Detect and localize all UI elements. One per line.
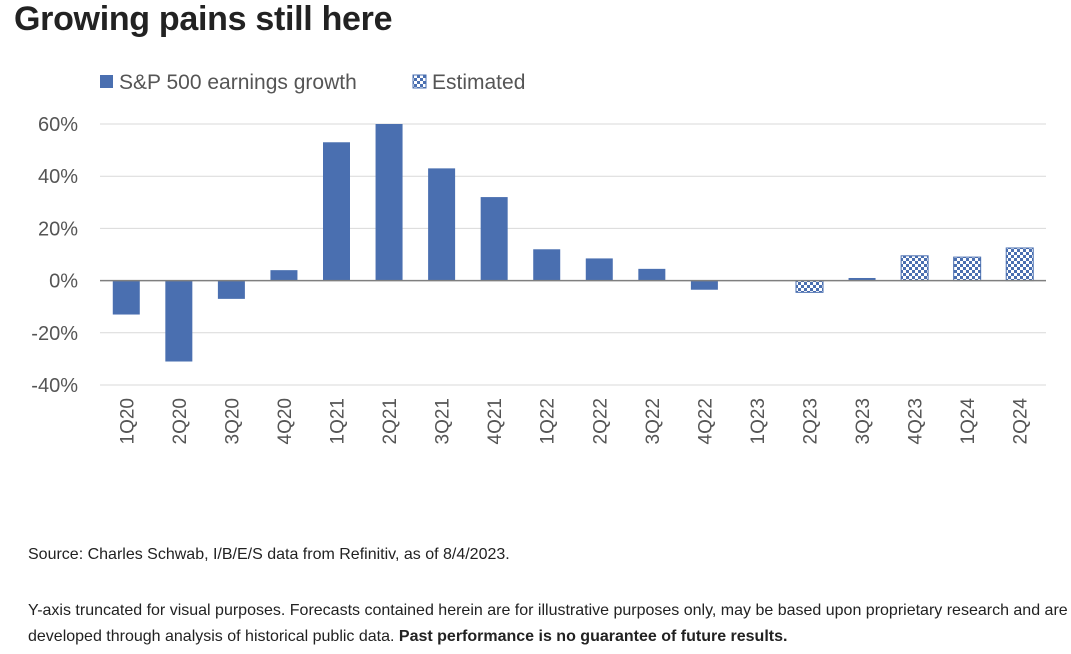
legend-label-actual: S&P 500 earnings growth (119, 71, 357, 94)
bar-actual (533, 249, 561, 281)
x-tick-label: 2Q21 (380, 398, 401, 444)
x-tick-label: 1Q24 (958, 398, 979, 445)
legend-swatch-estimated (412, 74, 427, 89)
bar-actual (428, 168, 456, 281)
y-tick-label: 40% (38, 166, 78, 188)
bar-actual (375, 124, 403, 281)
bar-actual (217, 280, 245, 299)
x-tick-label: 3Q23 (853, 398, 874, 444)
x-tick-label: 3Q22 (643, 398, 664, 444)
bar-estimated (1005, 247, 1034, 282)
x-tick-label: 3Q20 (222, 398, 243, 444)
chart-title: Growing pains still here (14, 0, 393, 38)
y-tick-label: -40% (31, 375, 78, 397)
bar-actual (585, 258, 613, 281)
bar-actual (323, 142, 350, 281)
bar-actual (480, 197, 508, 281)
disclaimer-text: Y-axis truncated for visual purposes. Fo… (28, 602, 1068, 645)
x-tick-label: 4Q22 (695, 398, 716, 444)
x-tick-label: 2Q24 (1011, 398, 1032, 445)
x-tick-label: 1Q22 (538, 398, 559, 444)
x-tick-label: 2Q20 (170, 398, 191, 444)
x-tick-label: 1Q23 (748, 398, 769, 444)
x-tick-label: 4Q21 (485, 398, 506, 444)
bar-chart: S&P 500 earnings growth Estimated 60% 40% 2… (31, 71, 1046, 445)
x-axis-ticks: 1Q20 2Q20 3Q20 4Q20 1Q21 2Q21 3Q21 4Q21 1Q22 2Q22… (117, 398, 1031, 445)
x-tick-label: 2Q23 (801, 398, 822, 444)
bar-actual (112, 280, 140, 315)
x-tick-label: 4Q20 (275, 398, 296, 444)
bars (112, 124, 1034, 362)
bar-actual (165, 280, 193, 362)
x-tick-label: 2Q22 (590, 398, 611, 444)
bar-actual (638, 268, 666, 281)
gridlines (100, 123, 1046, 386)
y-tick-label: -20% (31, 323, 78, 345)
legend-label-estimated: Estimated (432, 71, 525, 94)
bar-estimated (795, 280, 824, 293)
x-tick-label: 4Q23 (906, 398, 927, 444)
y-tick-label: 20% (38, 218, 78, 240)
x-tick-label: 1Q20 (117, 398, 138, 444)
bar-estimated (953, 256, 982, 282)
disclaimer-bold: Past performance is no guarantee of futu… (398, 628, 788, 645)
bar-actual (270, 270, 298, 281)
legend: S&P 500 earnings growth Estimated (100, 71, 525, 94)
y-tick-label: 0% (49, 271, 78, 293)
y-tick-label: 60% (38, 114, 78, 136)
legend-swatch-actual (100, 75, 113, 88)
bar-estimated (900, 255, 929, 282)
x-tick-label: 1Q21 (328, 398, 349, 444)
bar-actual (690, 280, 718, 290)
y-axis-ticks: 60% 40% 20% 0% -20% -40% (31, 114, 78, 397)
x-tick-label: 3Q21 (433, 398, 454, 444)
disclaimer: Y-axis truncated for visual purposes. Fo… (28, 598, 1068, 650)
bar-actual (848, 277, 876, 281)
source-note: Source: Charles Schwab, I/B/E/S data fro… (28, 546, 510, 563)
